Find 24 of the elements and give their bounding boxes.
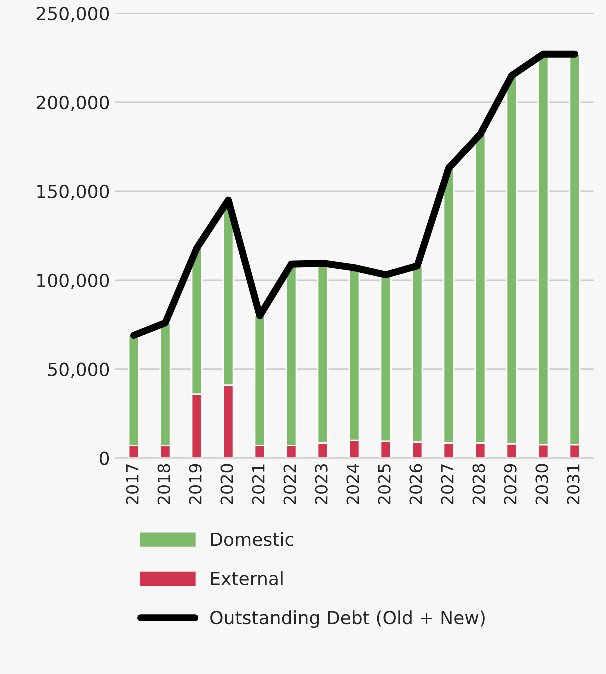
x-tick-label: 2023 (315, 464, 328, 504)
x-tick-label: 2017 (126, 464, 139, 504)
x-tick-label: 2026 (410, 464, 422, 504)
x-tick-label: 2025 (378, 464, 391, 504)
y-tick-label: 0 (100, 452, 110, 466)
x-tick-label: 2028 (472, 464, 486, 504)
x-tick-label: 2019 (189, 464, 202, 504)
x-tick-label: 2031 (567, 464, 580, 504)
x-tick-label: 2027 (441, 464, 454, 504)
x-tick-label: 2022 (284, 464, 296, 504)
x-tick-label: 2018 (158, 464, 170, 504)
y-tick-label: 50,000 (48, 362, 110, 378)
x-tick-label: 2030 (536, 464, 548, 504)
x-tick-label: 2021 (252, 464, 265, 504)
x-tick-label: 2024 (346, 464, 360, 504)
legend-label: External (211, 572, 283, 586)
y-tick-label: 100,000 (38, 274, 110, 290)
y-tick-label: 250,000 (36, 6, 110, 22)
legend-label: Outstanding Debt (Old + New) (210, 610, 485, 628)
y-tick-label: 150,000 (38, 184, 110, 200)
y-tick-label: 200,000 (36, 96, 110, 112)
x-tick-label: 2029 (504, 464, 517, 504)
legend-label: Domestic (211, 532, 294, 546)
x-tick-label: 2020 (220, 464, 234, 504)
